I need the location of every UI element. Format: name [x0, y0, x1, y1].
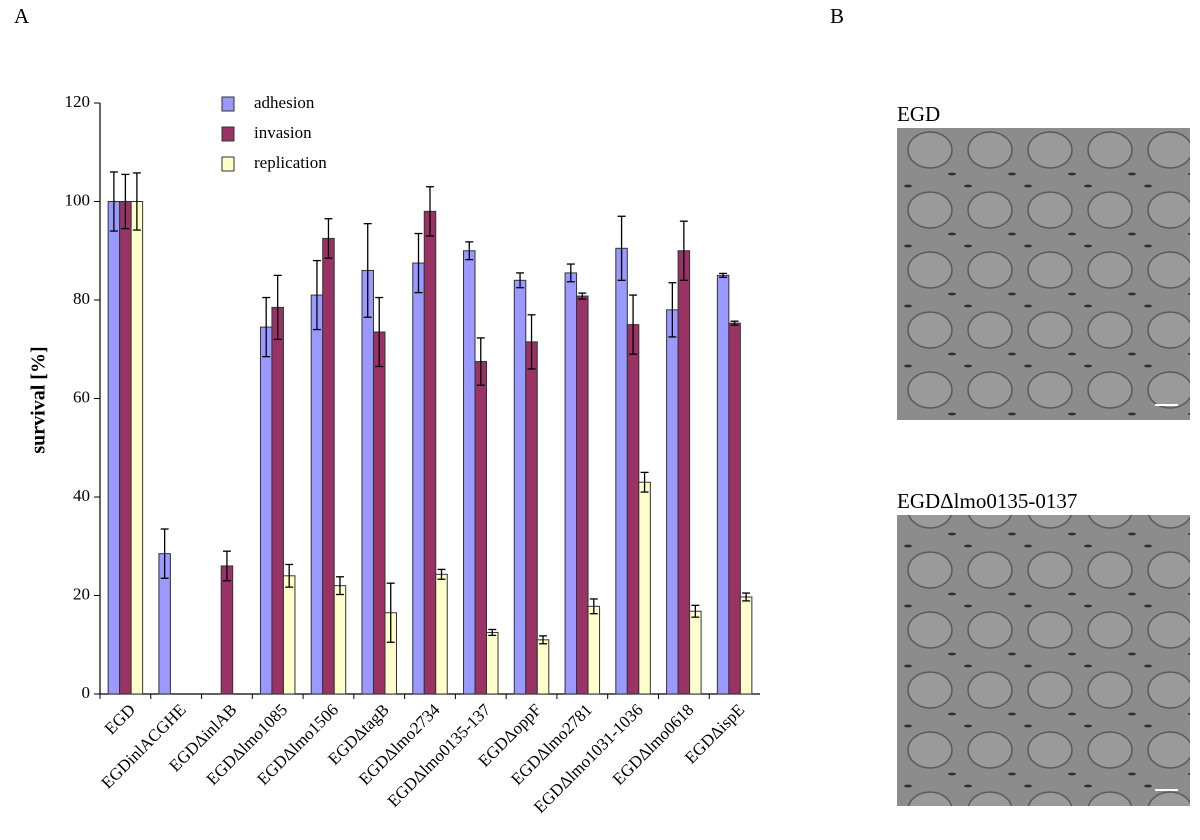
bar — [486, 631, 499, 695]
y-tick-label: 120 — [65, 92, 91, 111]
bar — [728, 322, 741, 695]
legend-swatch — [221, 96, 235, 112]
y-tick-label: 40 — [73, 486, 90, 505]
image-caption: EGD — [897, 102, 940, 126]
bar — [525, 341, 538, 695]
bar — [536, 639, 550, 695]
bar — [739, 596, 753, 695]
legend-swatch — [221, 156, 235, 172]
legend-label: invasion — [254, 123, 312, 142]
bar — [282, 575, 296, 695]
bar — [130, 201, 144, 695]
bar — [372, 331, 386, 695]
bar — [322, 237, 335, 695]
legend-label: adhesion — [254, 93, 315, 112]
bar — [638, 481, 651, 695]
x-tick-label: EGD — [101, 700, 139, 738]
bar — [333, 585, 347, 695]
bar — [576, 295, 589, 695]
bar — [474, 361, 488, 695]
bar — [666, 309, 679, 695]
legend-swatch — [221, 126, 235, 142]
bar — [587, 605, 601, 695]
bar — [615, 247, 628, 695]
bar — [361, 269, 374, 695]
bar — [259, 326, 273, 695]
y-axis-title: survival [%] — [28, 346, 50, 453]
panel-label: A — [14, 4, 30, 28]
y-tick-label: 20 — [73, 584, 90, 603]
bar — [513, 279, 527, 695]
bar — [271, 306, 284, 695]
bar — [423, 210, 437, 695]
bar — [310, 294, 324, 695]
bar — [119, 201, 132, 695]
y-tick-label: 0 — [82, 683, 91, 702]
bar — [626, 324, 640, 695]
bar — [435, 573, 448, 695]
bar — [412, 262, 425, 695]
bar — [677, 250, 691, 695]
bar — [107, 201, 121, 695]
y-tick-label: 80 — [73, 289, 90, 308]
bar — [220, 565, 234, 695]
bar — [689, 610, 702, 695]
y-tick-label: 60 — [73, 387, 90, 406]
image-caption: EGDΔlmo0135-0137 — [897, 489, 1077, 513]
y-tick-label: 100 — [65, 190, 91, 209]
bar — [463, 250, 476, 695]
micrograph — [897, 515, 1190, 806]
panel-label: B — [830, 4, 844, 28]
bar — [564, 272, 578, 695]
bar — [716, 274, 730, 695]
legend-label: replication — [254, 153, 327, 172]
micrograph — [897, 128, 1190, 420]
